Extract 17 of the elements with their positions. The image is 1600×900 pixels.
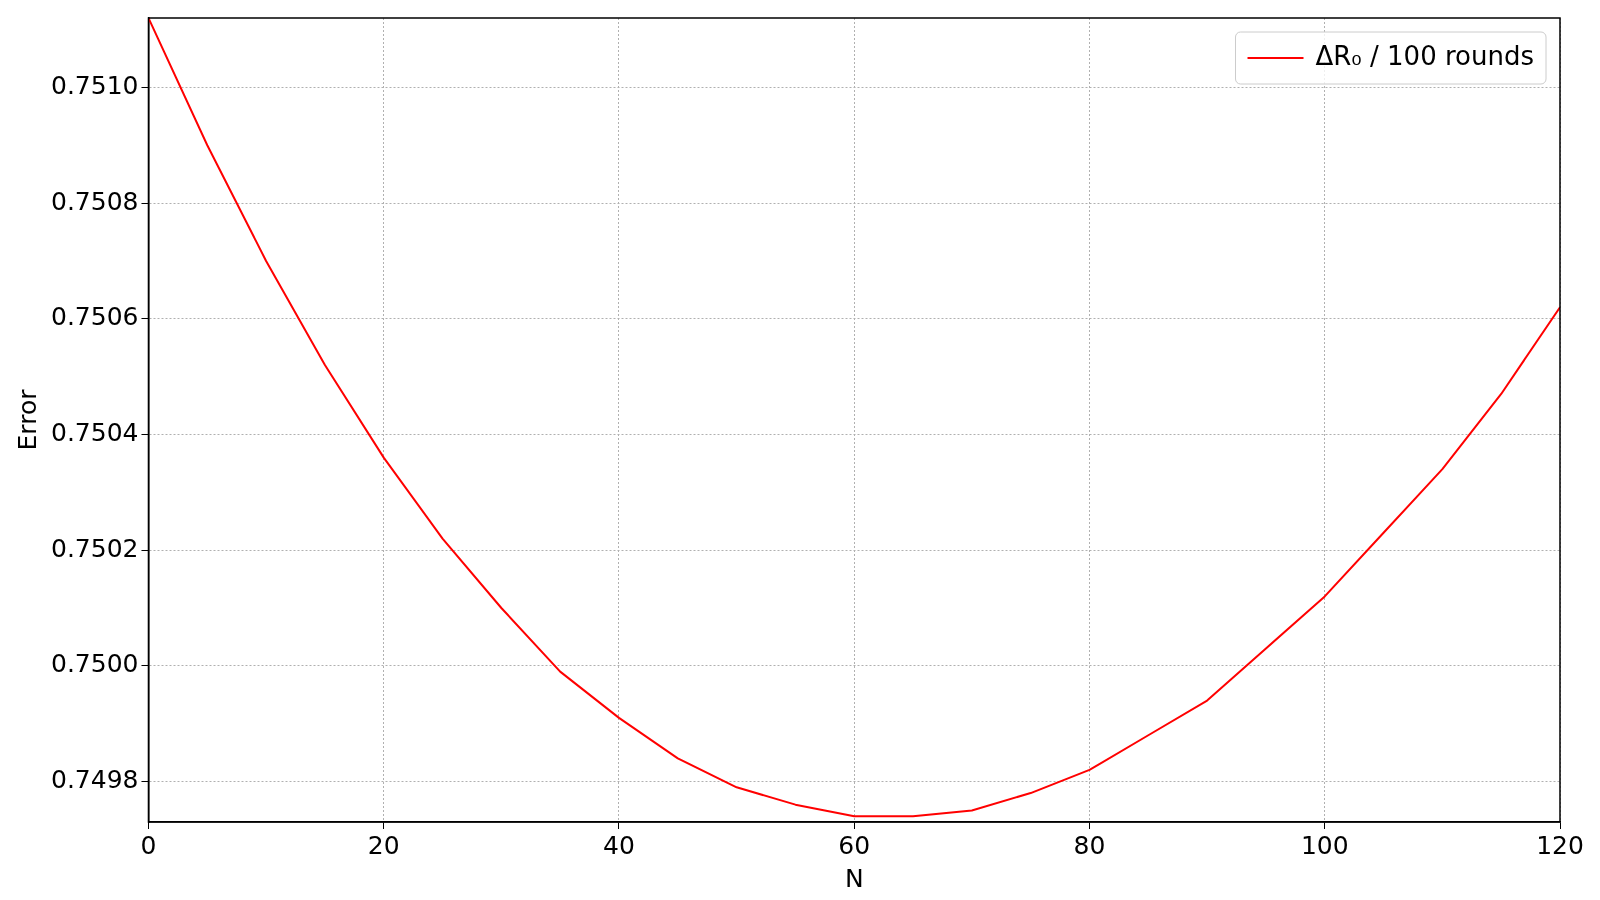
y-tick-label: 0.7510	[50, 70, 139, 100]
x-tick-label: 20	[367, 830, 400, 860]
x-tick-label: 100	[1300, 830, 1349, 860]
x-tick-label: 0	[140, 830, 157, 860]
x-tick-label: 60	[838, 830, 871, 860]
x-axis-title: N	[844, 863, 864, 893]
y-tick-label: 0.7502	[50, 533, 139, 563]
y-axis-title: Error	[12, 388, 42, 451]
legend-label: ΔR₀ / 100 rounds	[1315, 40, 1535, 71]
y-tick-label: 0.7504	[50, 417, 139, 447]
y-tick-label: 0.7506	[50, 302, 139, 332]
x-tick-label: 80	[1073, 830, 1106, 860]
x-tick-label: 40	[603, 830, 635, 860]
x-tick-label: 120	[1536, 830, 1584, 860]
y-tick-label: 0.7500	[50, 649, 139, 679]
y-tick-label: 0.7498	[50, 765, 139, 795]
y-tick-label: 0.7508	[50, 186, 139, 216]
